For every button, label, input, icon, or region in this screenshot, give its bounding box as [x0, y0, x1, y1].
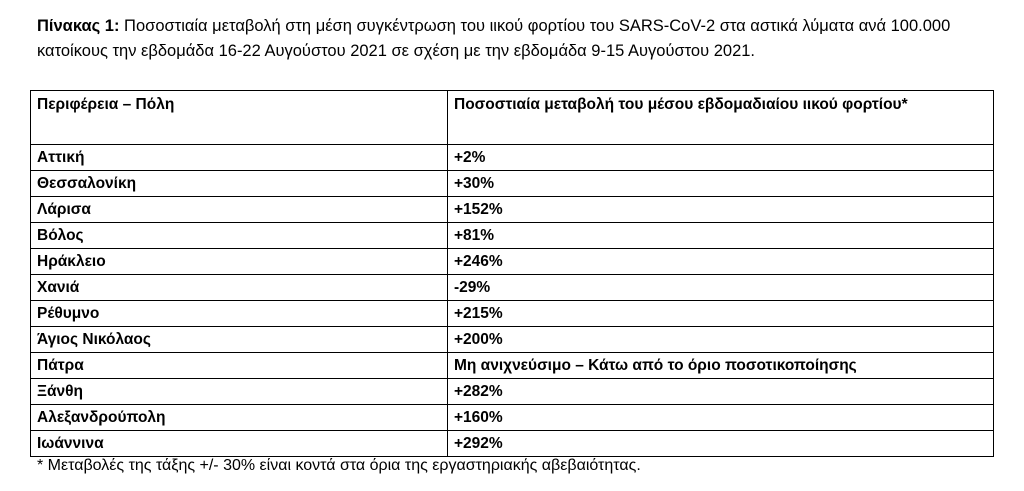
- percent-change-cell: -29%: [447, 274, 994, 301]
- table-row: Ιωάννινα +292%: [30, 430, 994, 457]
- table-header-row: Περιφέρεια – Πόλη Ποσοστιαία μεταβολή το…: [30, 90, 994, 145]
- percent-change-cell: +215%: [447, 300, 994, 327]
- table-row: Χανιά -29%: [30, 274, 994, 301]
- percent-change-cell: +246%: [447, 248, 994, 275]
- percent-change-cell: +2%: [447, 144, 994, 171]
- table-row: Ρέθυμνο +215%: [30, 300, 994, 327]
- percent-change-cell: +160%: [447, 404, 994, 431]
- region-city-cell: Άγιος Νικόλαος: [30, 326, 448, 353]
- region-city-cell: Ρέθυμνο: [30, 300, 448, 327]
- region-city-cell: Ηράκλειο: [30, 248, 448, 275]
- table-row: Άγιος Νικόλαος +200%: [30, 326, 994, 353]
- table-row: Πάτρα Μη ανιχνεύσιμο – Κάτω από το όριο …: [30, 352, 994, 379]
- wastewater-viral-load-table: Περιφέρεια – Πόλη Ποσοστιαία μεταβολή το…: [30, 90, 994, 457]
- table-row: Λάρισα +152%: [30, 196, 994, 223]
- region-city-cell: Ξάνθη: [30, 378, 448, 405]
- region-city-cell: Λάρισα: [30, 196, 448, 223]
- table-row: Ξάνθη +282%: [30, 378, 994, 405]
- region-city-cell: Θεσσαλονίκη: [30, 170, 448, 197]
- header-region-city: Περιφέρεια – Πόλη: [30, 90, 448, 145]
- table-caption: Πίνακας 1: Ποσοστιαία μεταβολή στη μέση …: [37, 14, 997, 64]
- percent-change-cell: Μη ανιχνεύσιμο – Κάτω από το όριο ποσοτι…: [447, 352, 994, 379]
- table-row: Ηράκλειο +246%: [30, 248, 994, 275]
- percent-change-cell: +152%: [447, 196, 994, 223]
- caption-label: Πίνακας 1:: [37, 17, 120, 35]
- header-percent-change: Ποσοστιαία μεταβολή του μέσου εβδομαδιαί…: [447, 90, 994, 145]
- table-row: Αλεξανδρούπολη +160%: [30, 404, 994, 431]
- percent-change-cell: +200%: [447, 326, 994, 353]
- caption-text: Ποσοστιαία μεταβολή στη μέση συγκέντρωση…: [37, 17, 951, 60]
- region-city-cell: Αλεξανδρούπολη: [30, 404, 448, 431]
- region-city-cell: Αττική: [30, 144, 448, 171]
- footnote: * Μεταβολές της τάξης +/- 30% είναι κοντ…: [37, 457, 641, 474]
- region-city-cell: Πάτρα: [30, 352, 448, 379]
- percent-change-cell: +282%: [447, 378, 994, 405]
- table-row: Αττική +2%: [30, 144, 994, 171]
- percent-change-cell: +292%: [447, 430, 994, 457]
- region-city-cell: Βόλος: [30, 222, 448, 249]
- table-row: Θεσσαλονίκη +30%: [30, 170, 994, 197]
- region-city-cell: Χανιά: [30, 274, 448, 301]
- percent-change-cell: +30%: [447, 170, 994, 197]
- table-row: Βόλος +81%: [30, 222, 994, 249]
- region-city-cell: Ιωάννινα: [30, 430, 448, 457]
- percent-change-cell: +81%: [447, 222, 994, 249]
